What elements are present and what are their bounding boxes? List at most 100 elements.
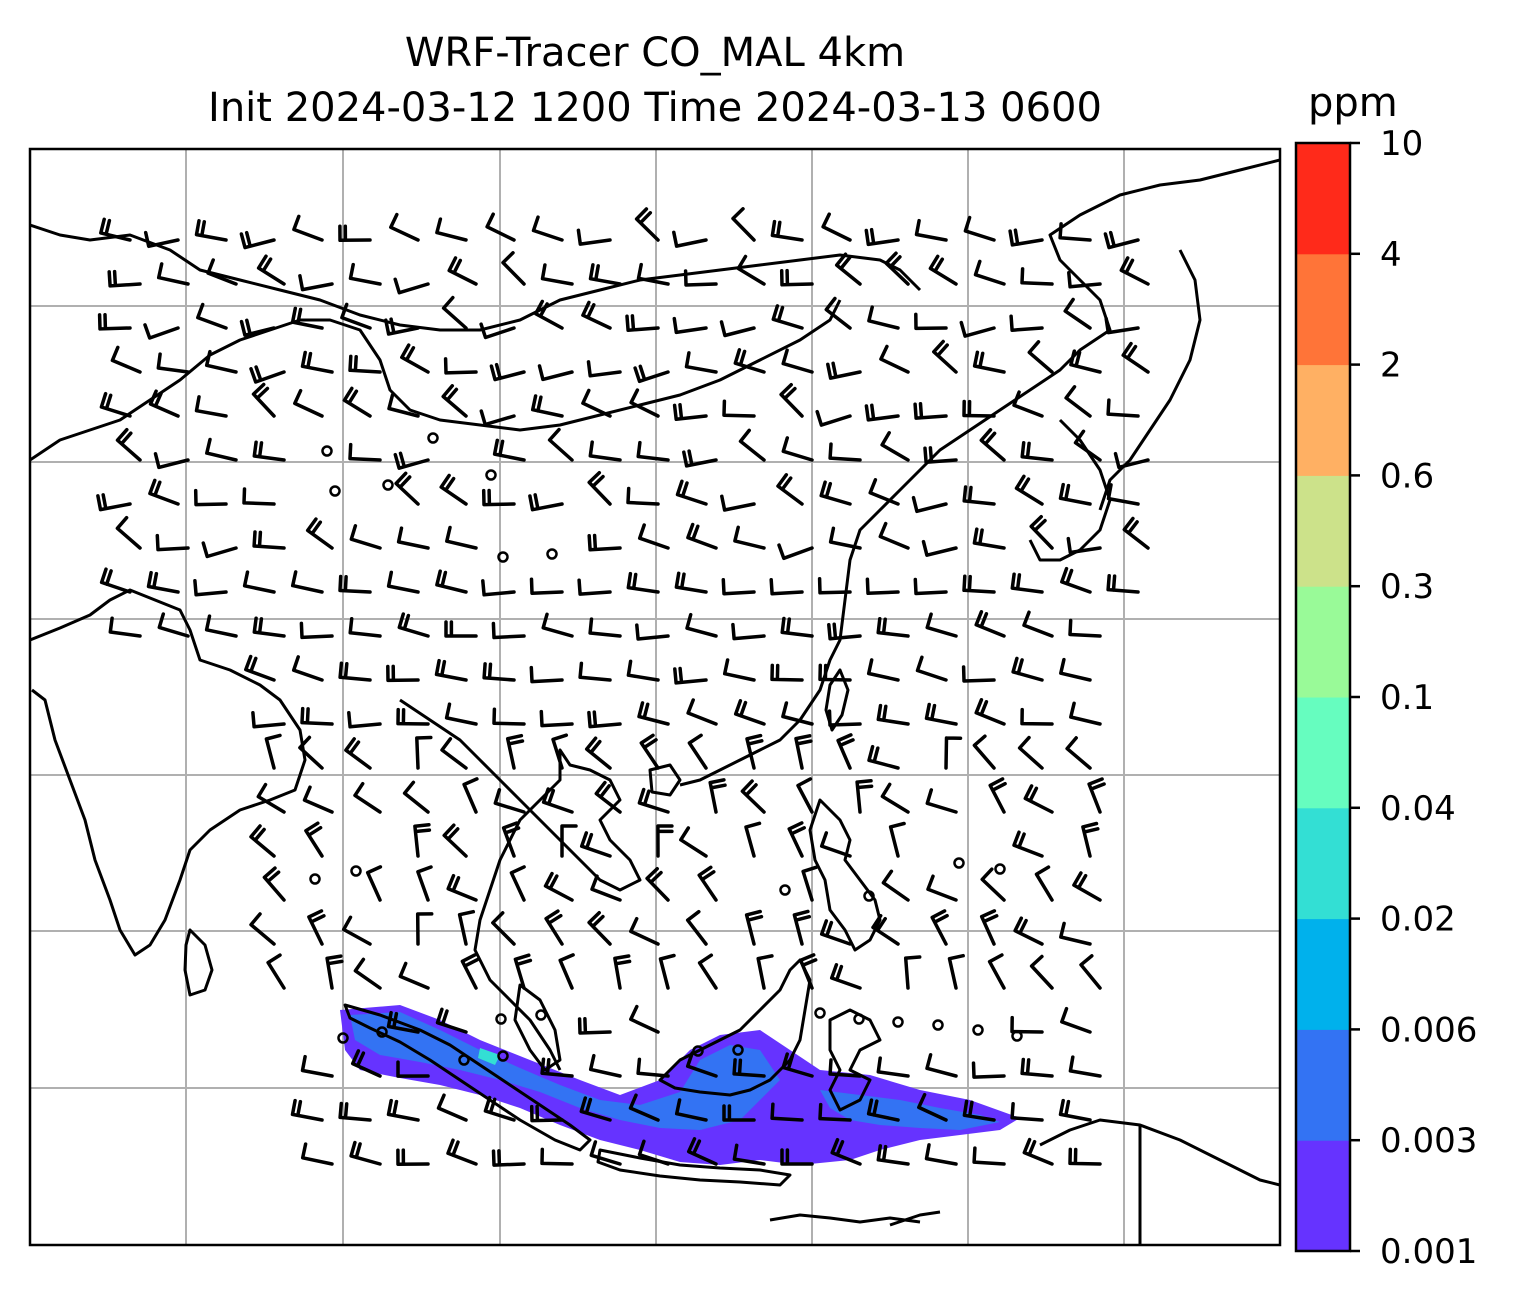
wind-barb-icon <box>492 438 526 462</box>
wind-barb-icon <box>1010 572 1044 594</box>
wind-barb-icon <box>827 709 862 727</box>
wind-barb-icon <box>779 268 814 287</box>
wind-barb-icon <box>528 493 564 512</box>
wind-barb-icon <box>302 785 334 814</box>
wind-barb-icon <box>148 389 180 418</box>
wind-barb-icon <box>1017 735 1044 770</box>
wind-barb-icon <box>881 869 910 902</box>
wind-barb-icon <box>396 707 430 726</box>
calm-circle-icon <box>382 479 394 491</box>
wind-barb-icon <box>1113 451 1150 470</box>
wind-barb-icon <box>1020 707 1054 726</box>
wind-barb-icon <box>153 452 190 470</box>
wind-barb-icon <box>531 215 564 242</box>
wind-barb-icon <box>348 442 382 462</box>
plume-mid-east <box>820 1090 1000 1130</box>
wind-barb-icon <box>880 431 910 462</box>
wind-barb-icon <box>588 263 622 286</box>
wind-barb-icon <box>577 1017 612 1035</box>
wind-barb-icon <box>923 446 958 464</box>
wind-barb-icon <box>826 361 862 380</box>
wind-barb-icon <box>194 395 228 418</box>
calm-circle-icon <box>321 445 333 457</box>
wind-barb-icon <box>879 344 910 374</box>
coast-east-china <box>679 158 1280 787</box>
wind-barb-icon <box>1020 1057 1054 1078</box>
wind-barb-icon <box>491 1149 526 1167</box>
wind-barb-icon <box>386 1098 420 1122</box>
wind-barb-icon <box>815 409 852 427</box>
wind-barb-icon <box>636 440 670 462</box>
wind-barb-icon <box>637 701 670 726</box>
wind-barb-icon <box>393 451 430 470</box>
wind-barb-icon <box>787 821 806 858</box>
wind-barb-icon <box>781 436 814 462</box>
coast-nusa <box>769 1213 921 1224</box>
wind-barb-icon <box>400 343 430 374</box>
coast-sulawesi <box>828 1008 882 1112</box>
wind-barb-icon <box>462 777 479 814</box>
wind-barb-icon <box>1058 222 1092 242</box>
wind-barbs <box>96 207 1150 1167</box>
wind-barb-icon <box>244 654 276 682</box>
wind-barb-icon <box>347 711 382 729</box>
wind-barb-icon <box>913 577 948 596</box>
wind-barb-icon <box>829 963 862 990</box>
wind-barb-icon <box>613 954 632 990</box>
wind-barb-icon <box>1060 566 1092 594</box>
wind-barb-icon <box>299 621 334 640</box>
coast-malay <box>513 983 562 1072</box>
wind-barb-icon <box>249 824 276 858</box>
wind-barb-icon <box>204 349 238 374</box>
wind-barb-icon <box>818 663 852 682</box>
wind-barb-icon <box>1012 390 1044 418</box>
wind-barb-icon <box>491 621 526 640</box>
wind-barb-icon <box>732 1058 766 1078</box>
wind-barb-icon <box>513 953 533 990</box>
wind-barb-icon <box>204 614 238 638</box>
wind-barb-icon <box>828 526 862 550</box>
wind-barb-icon <box>781 348 814 374</box>
wind-barb-icon <box>685 909 708 946</box>
wind-barb-icon <box>1029 954 1054 990</box>
wind-barb-icon <box>988 777 1007 814</box>
wind-barb-icon <box>201 541 238 559</box>
wind-barb-icon <box>342 386 372 418</box>
wind-barb-icon <box>635 623 670 641</box>
wind-barb-icon <box>771 304 804 330</box>
wind-barb-icon <box>770 219 804 242</box>
wind-barb-icon <box>242 570 276 594</box>
wind-barb-icon <box>903 955 922 990</box>
wind-barb-icon <box>770 663 804 682</box>
wind-barb-icon <box>628 1093 660 1122</box>
wind-barb-icon <box>1064 385 1092 418</box>
wind-barb-icon <box>107 269 142 288</box>
wind-barb-icon <box>866 658 900 682</box>
wind-barb-icon <box>344 737 372 770</box>
wind-barb-icon <box>560 824 578 858</box>
wind-barb-icon <box>579 1096 612 1122</box>
wind-barb-icon <box>341 915 372 946</box>
wind-barb-icon <box>697 865 718 902</box>
wind-barb-icon <box>961 665 996 683</box>
wind-barb-icon <box>745 733 764 770</box>
wind-barb-icon <box>588 617 622 638</box>
wind-barb-icon <box>864 403 900 422</box>
wind-barb-icon <box>300 1054 334 1078</box>
wind-barb-icon <box>338 661 372 682</box>
wind-barb-icon <box>156 262 190 286</box>
wind-barb-icon <box>325 954 344 990</box>
wind-barb-icon <box>732 1143 766 1166</box>
calm-circle-icon <box>932 1019 944 1031</box>
plume-mid <box>350 1012 780 1130</box>
wind-barb-icon <box>1009 314 1044 332</box>
calm-circle-icon <box>427 432 439 444</box>
coast-sumatra <box>343 1003 592 1152</box>
wind-barb-icon <box>443 357 478 375</box>
wind-barb-icon <box>493 788 526 814</box>
wind-barb-icon <box>1121 341 1150 374</box>
wind-barb-icon <box>980 867 1006 902</box>
wind-barb-icon <box>876 1144 910 1166</box>
wind-barb-icon <box>819 480 852 506</box>
wind-barb-icon <box>340 302 372 330</box>
